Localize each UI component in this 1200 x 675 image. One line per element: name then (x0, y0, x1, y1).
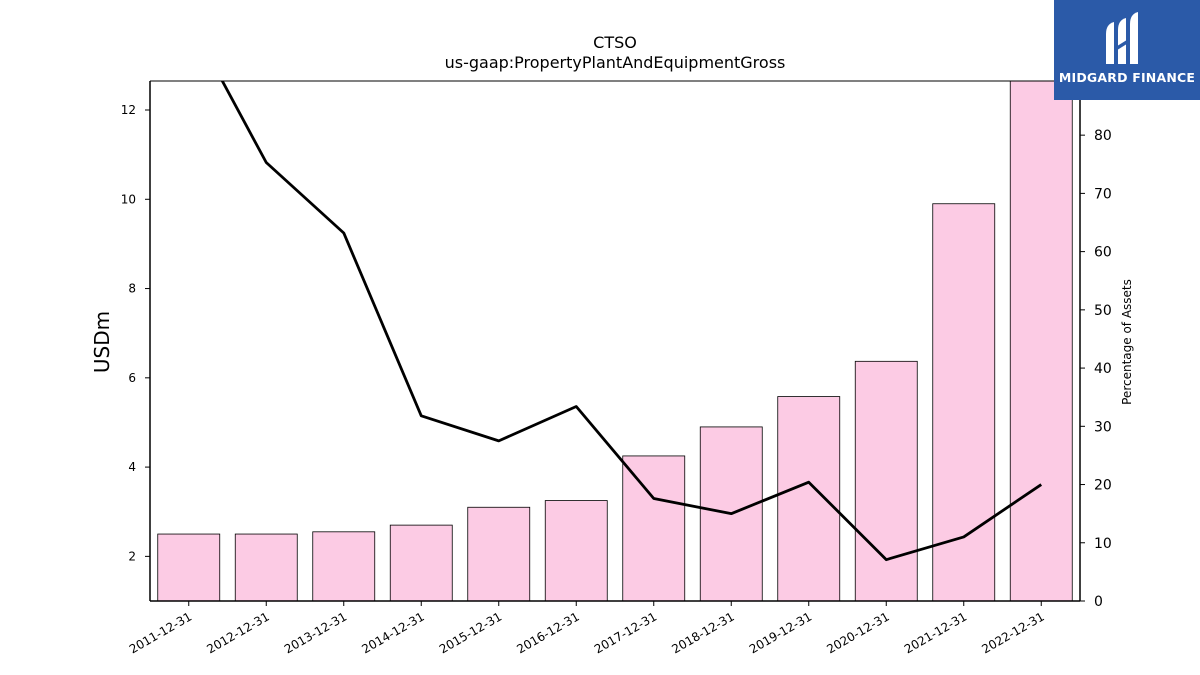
bar-2020-12-31 (854, 360, 918, 601)
bar-2013-12-31 (312, 531, 376, 601)
bar-2014-12-31 (389, 524, 453, 601)
bar-2017-12-31 (622, 455, 686, 601)
y-left-tick-label: 4 (128, 460, 136, 474)
bar-2019-12-31 (777, 396, 841, 601)
x-tick-label: 2016-12-31 (514, 609, 581, 656)
x-tick-label: 2014-12-31 (359, 609, 426, 656)
x-tick-label: 2018-12-31 (669, 609, 736, 656)
y-left-tick-label: 12 (121, 103, 136, 117)
x-tick-label: 2012-12-31 (204, 609, 271, 656)
x-tick-label: 2015-12-31 (437, 609, 504, 656)
x-tick-label: 2020-12-31 (824, 609, 891, 656)
y-right-tick-label: 0 (1094, 594, 1103, 610)
y-right-tick-label: 70 (1094, 186, 1112, 202)
y-right-tick-label: 50 (1094, 303, 1112, 319)
y-right-tick-label: 80 (1094, 128, 1112, 144)
chart-subtitle: us-gaap:PropertyPlantAndEquipmentGross (445, 53, 786, 72)
x-tick-label: 2021-12-31 (902, 609, 969, 656)
y-axis-left-label: USDm (90, 311, 114, 373)
x-axis-ticks: 2011-12-31 2012-12-31 2013-12-31 2014-12-31… (127, 601, 1047, 656)
x-tick-label: 2022-12-31 (979, 609, 1046, 656)
logo-mark-icon (1106, 12, 1138, 64)
y-right-tick-label: 30 (1094, 419, 1112, 435)
bar-2012-12-31 (234, 533, 298, 601)
y-axis-left-ticks: 2 4 6 8 10 12 (121, 103, 150, 563)
y-left-tick-label: 10 (121, 192, 136, 206)
bar-series (157, 81, 1073, 601)
y-axis-right-label: Percentage of Assets (1120, 279, 1134, 405)
x-tick-label: 2017-12-31 (592, 609, 659, 656)
y-left-tick-label: 2 (128, 549, 136, 563)
bar-2022-12-31 (1009, 81, 1073, 601)
y-left-tick-label: 8 (128, 282, 136, 296)
y-right-tick-label: 60 (1094, 245, 1112, 261)
bar-2016-12-31 (544, 500, 608, 601)
y-axis-right-ticks: 0 10 20 30 40 50 60 70 80 (1080, 128, 1112, 610)
axes (149, 80, 1081, 602)
x-tick-label: 2013-12-31 (282, 609, 349, 656)
y-left-tick-label: 6 (128, 371, 136, 385)
x-tick-label: 2011-12-31 (127, 609, 194, 656)
bar-2011-12-31 (157, 533, 221, 601)
bar-2021-12-31 (932, 203, 996, 601)
y-right-tick-label: 10 (1094, 536, 1112, 552)
y-right-tick-label: 20 (1094, 478, 1112, 494)
bar-2015-12-31 (467, 506, 531, 601)
x-tick-label: 2019-12-31 (747, 609, 814, 656)
brand-logo: MIDGARD FINANCE (1054, 0, 1200, 100)
percentage-line (220, 81, 1043, 562)
chart-title: CTSO (593, 33, 637, 52)
line-series (220, 81, 1043, 562)
y-right-tick-label: 40 (1094, 361, 1112, 377)
logo-text: MIDGARD FINANCE (1058, 70, 1196, 85)
